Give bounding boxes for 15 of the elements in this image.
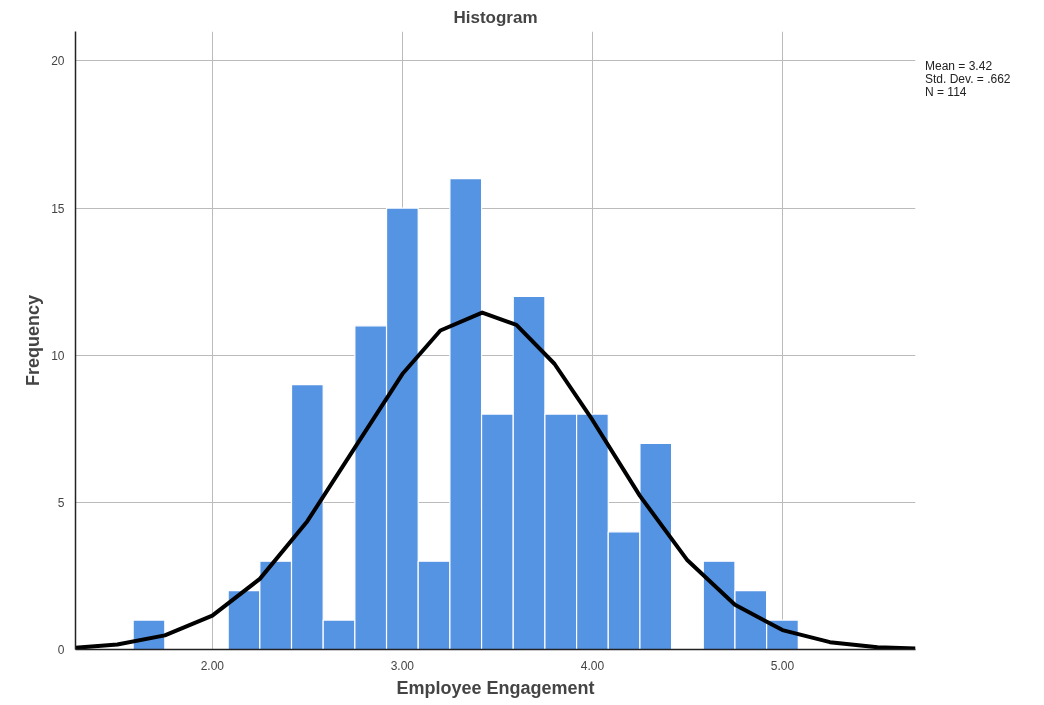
x-axis-title: Employee Engagement [396, 677, 595, 698]
x-tick-label: 5.00 [770, 658, 795, 673]
text: Mean = 3.42 [925, 59, 993, 73]
x-tick-label: 2.00 [200, 658, 225, 673]
y-tick-label: 20 [51, 54, 65, 69]
x-tick-label: 3.00 [390, 658, 415, 673]
y-tick-label: 15 [51, 201, 65, 216]
chart-title: Histogram [453, 7, 538, 27]
y-tick-label: 0 [57, 643, 65, 657]
text: N = 114 [925, 85, 967, 99]
text: Std. Dev. = .662 [925, 72, 1011, 86]
y-tick-label: 10 [51, 348, 65, 363]
x-tick-label: 4.00 [580, 658, 605, 673]
y-tick-label: 5 [57, 495, 65, 510]
y-axis-title: Frequency [23, 294, 44, 387]
